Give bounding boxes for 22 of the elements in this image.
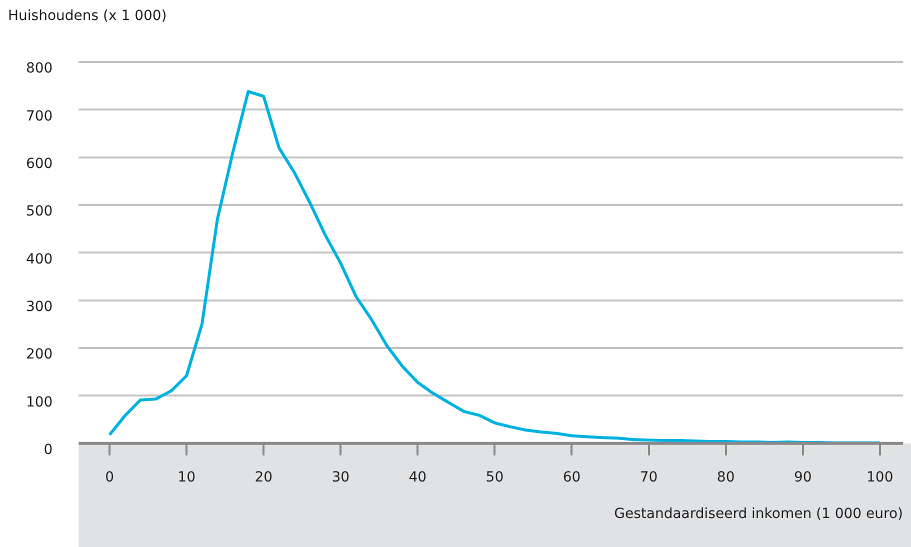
x-tick-label: 20 [254,469,273,486]
x-tick-label: 100 [866,469,894,486]
y-tick-label: 0 [44,442,53,458]
x-tick-label: 50 [486,469,504,486]
x-axis-title: Gestandaardiseerd inkomen (1 000 euro) [614,506,903,522]
y-tick-label: 100 [26,394,53,410]
y-tick-label: 500 [26,204,53,220]
x-tick-label: 0 [105,469,114,486]
x-tick-label: 40 [408,469,427,486]
y-tick-label: 600 [26,156,53,172]
y-tick-label: 700 [26,108,53,124]
y-tick-label: 800 [26,60,53,77]
y-tick-label: 400 [26,251,53,268]
y-axis-title: Huishoudens (x 1 000) [7,7,168,26]
y-tick-label: 300 [26,299,53,316]
x-tick-label: 90 [794,469,812,486]
x-tick-label: 70 [640,469,658,486]
x-tick-label: 30 [332,469,350,486]
x-tick-label: 60 [562,469,581,486]
x-tick-label: 80 [716,469,735,486]
x-tick-label: 10 [178,469,196,486]
y-tick-label: 200 [26,346,53,363]
